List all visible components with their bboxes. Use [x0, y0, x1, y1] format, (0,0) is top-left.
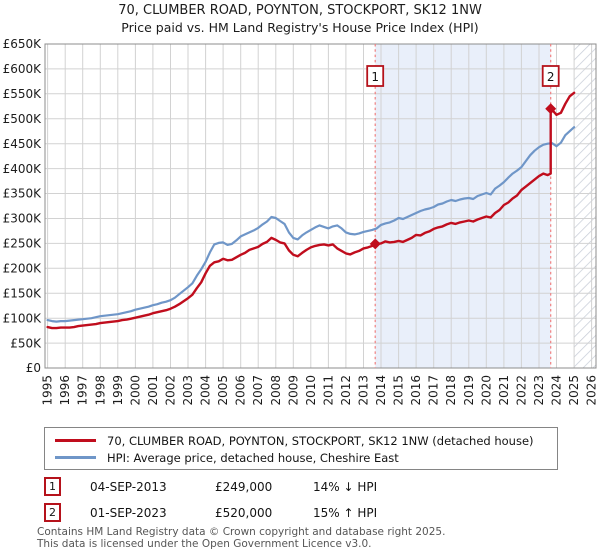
x-tick-label: 1996 [58, 375, 72, 406]
sale-flag-2: 2 [541, 65, 560, 87]
x-tick-label: 2022 [514, 375, 528, 406]
y-tick-label: £500K [3, 112, 43, 126]
sale-marker-2 [545, 103, 557, 115]
sale-flag-label-1: 1 [371, 70, 379, 84]
sale-flag-1: 1 [366, 65, 385, 87]
x-tick-label: 2017 [427, 375, 441, 406]
plot-border [44, 43, 597, 369]
y-tick-label: £450K [3, 137, 43, 151]
sale-date-2: 01-SEP-2023 [90, 506, 167, 520]
sale-price-1: £249,000 [215, 480, 273, 494]
x-axis-labels: 1995 1996 1997 1998 1999 2000 2001 2002 2003 2004… [41, 375, 599, 406]
x-tick-label: 2003 [181, 375, 195, 406]
x-tick-label: 2006 [234, 375, 248, 406]
sale-number-badge-2: 2 [44, 503, 61, 522]
sale-marker-1 [369, 238, 381, 250]
legend-label-price-paid: 70, CLUMBER ROAD, POYNTON, STOCKPORT, SK… [107, 433, 534, 448]
x-tick-label: 2007 [251, 375, 265, 406]
x-tick-label: 2020 [479, 375, 493, 406]
x-tick-label: 1998 [93, 375, 107, 406]
y-tick-label: £250K [3, 237, 43, 251]
sale-hpi-delta-1: 14% ↓ HPI [313, 480, 378, 494]
hpi-line [46, 126, 576, 323]
x-tick-label: 1999 [111, 375, 125, 406]
x-tick-label: 2004 [199, 375, 213, 406]
y-axis-labels: £0 £50K £100K £150K £200K £250K £300K £350K £400… [3, 37, 43, 375]
y-tick-label: £350K [3, 187, 43, 201]
sale-date-1: 04-SEP-2013 [90, 480, 167, 494]
legend-item-price-paid: 70, CLUMBER ROAD, POYNTON, STOCKPORT, SK… [50, 432, 557, 449]
x-tick-label: 2005 [216, 375, 230, 406]
transaction-row-1: 1 04-SEP-2013 £249,000 14% ↓ HPI [0, 477, 600, 499]
x-tick-label: 2025 [567, 375, 581, 406]
x-tick-label: 1997 [76, 375, 90, 406]
future-hatch-region [574, 44, 596, 368]
y-tick-label: £150K [3, 286, 43, 300]
y-tick-label: £200K [3, 262, 43, 276]
price-history-chart: 1 2 £0 £50K £100K £150K £200K £250K £300K £350K £4… [3, 37, 599, 406]
x-tick-label: 2019 [462, 375, 476, 406]
y-tick-label: £550K [3, 87, 43, 101]
x-tick-label: 2001 [146, 375, 160, 406]
x-tick-label: 2011 [321, 375, 335, 406]
y-tick-label: £0 [26, 361, 41, 375]
x-tick-label: 2014 [374, 375, 388, 406]
x-tick-label: 2021 [497, 375, 511, 406]
x-tick-label: 2008 [269, 375, 283, 406]
sale-hpi-delta-2: 15% ↑ HPI [313, 506, 378, 520]
y-tick-label: £300K [3, 212, 43, 226]
y-tick-label: £650K [3, 37, 43, 51]
transaction-row-2: 2 01-SEP-2023 £520,000 15% ↑ HPI [0, 503, 600, 525]
attribution-line-2: This data is licensed under the Open Gov… [37, 537, 372, 550]
sale-number-badge-1: 1 [44, 477, 61, 496]
attribution-line-1: Contains HM Land Registry data © Crown c… [37, 526, 446, 538]
x-tick-label: 2010 [304, 375, 318, 406]
between-sales-shading [375, 44, 551, 368]
x-tick-label: 2023 [532, 375, 546, 406]
price-paid-line-swatch [55, 439, 96, 442]
chart-legend: 70, CLUMBER ROAD, POYNTON, STOCKPORT, SK… [44, 427, 558, 470]
x-tick-label: 2009 [286, 375, 300, 406]
x-tick-label: 2013 [357, 375, 371, 406]
x-tick-label: 2015 [392, 375, 406, 406]
y-tick-label: £100K [3, 311, 43, 325]
y-tick-label: £600K [3, 62, 43, 76]
legend-item-hpi: HPI: Average price, detached house, Ches… [50, 449, 557, 466]
page-subtitle: Price paid vs. HM Land Registry's House … [121, 20, 479, 35]
x-tick-label: 1995 [41, 375, 55, 406]
x-tick-label: 2024 [550, 375, 564, 406]
sale-flag-label-2: 2 [547, 70, 555, 84]
price-paid-line [46, 91, 576, 330]
legend-label-hpi: HPI: Average price, detached house, Ches… [107, 450, 399, 465]
x-tick-label: 2026 [585, 375, 599, 406]
y-tick-label: £50K [10, 336, 42, 350]
x-tick-label: 2000 [128, 375, 142, 406]
y-tick-label: £400K [3, 162, 43, 176]
x-tick-label: 2012 [339, 375, 353, 406]
x-tick-label: 2018 [444, 375, 458, 406]
hpi-line-swatch [55, 456, 96, 459]
page-title: 70, CLUMBER ROAD, POYNTON, STOCKPORT, SK… [118, 3, 482, 18]
x-tick-label: 2016 [409, 375, 423, 406]
attribution-footer: Contains HM Land Registry data © Crown c… [37, 526, 446, 550]
sale-price-2: £520,000 [215, 506, 273, 520]
x-tick-label: 2002 [164, 375, 178, 406]
